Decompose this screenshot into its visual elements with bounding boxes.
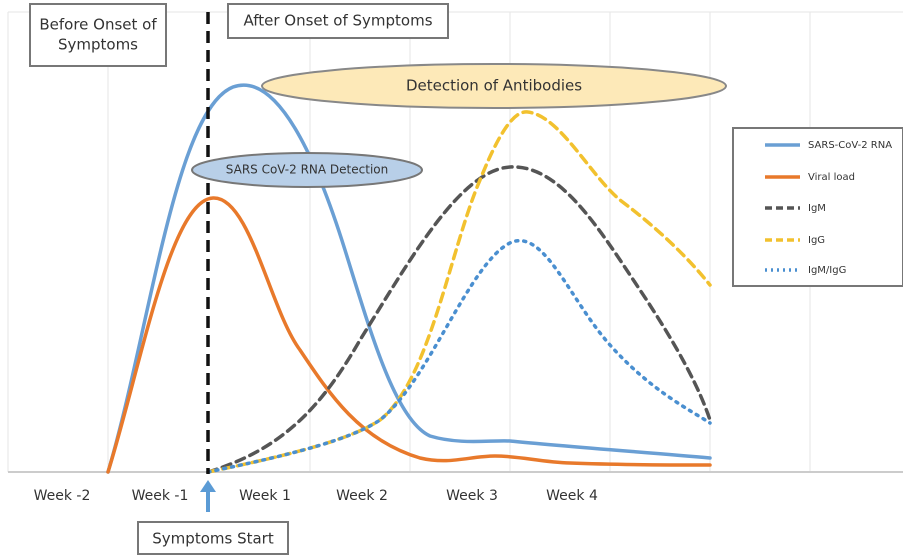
- x-labels: Week -2 Week -1 Week 1 Week 2 Week 3 Wee…: [34, 488, 598, 504]
- x-label: Week -1: [132, 488, 189, 504]
- symptoms-box: [137, 521, 289, 555]
- arrow-head: [200, 480, 216, 492]
- before-label: Before Onset of: [39, 16, 157, 34]
- legend-label: IgM/IgG: [808, 265, 846, 276]
- antibody-label: Detection of Antibodies: [406, 77, 582, 95]
- x-label: Week -2: [34, 488, 91, 504]
- x-label: Week 1: [239, 488, 291, 504]
- after-label: After Onset of Symptoms: [243, 12, 432, 30]
- legend-box: [732, 127, 903, 287]
- viral-load-curve: [106, 196, 712, 474]
- symptoms-label: Symptoms Start: [152, 530, 274, 548]
- rna-label: SARS CoV-2 RNA Detection: [226, 163, 388, 177]
- legend: SARS-CoV-2 RNA Viral load IgM IgG IgM/Ig…: [732, 127, 903, 287]
- legend-label: IgM: [808, 203, 826, 214]
- after-box: [227, 3, 449, 39]
- x-label: Week 4: [546, 488, 598, 504]
- igm-igg-curve: [206, 238, 712, 474]
- legend-label: Viral load: [808, 172, 855, 183]
- rna-ellipse: [191, 152, 423, 188]
- legend-label: IgG: [808, 235, 825, 246]
- before-box: [29, 3, 167, 67]
- x-label: Week 2: [336, 488, 388, 504]
- before-label: Symptoms: [58, 36, 138, 54]
- rna-curve: [106, 83, 712, 474]
- igm-curve: [206, 165, 712, 474]
- antibody-ellipse: [261, 63, 727, 109]
- x-label: Week 3: [446, 488, 498, 504]
- legend-label: SARS-CoV-2 RNA: [808, 140, 892, 151]
